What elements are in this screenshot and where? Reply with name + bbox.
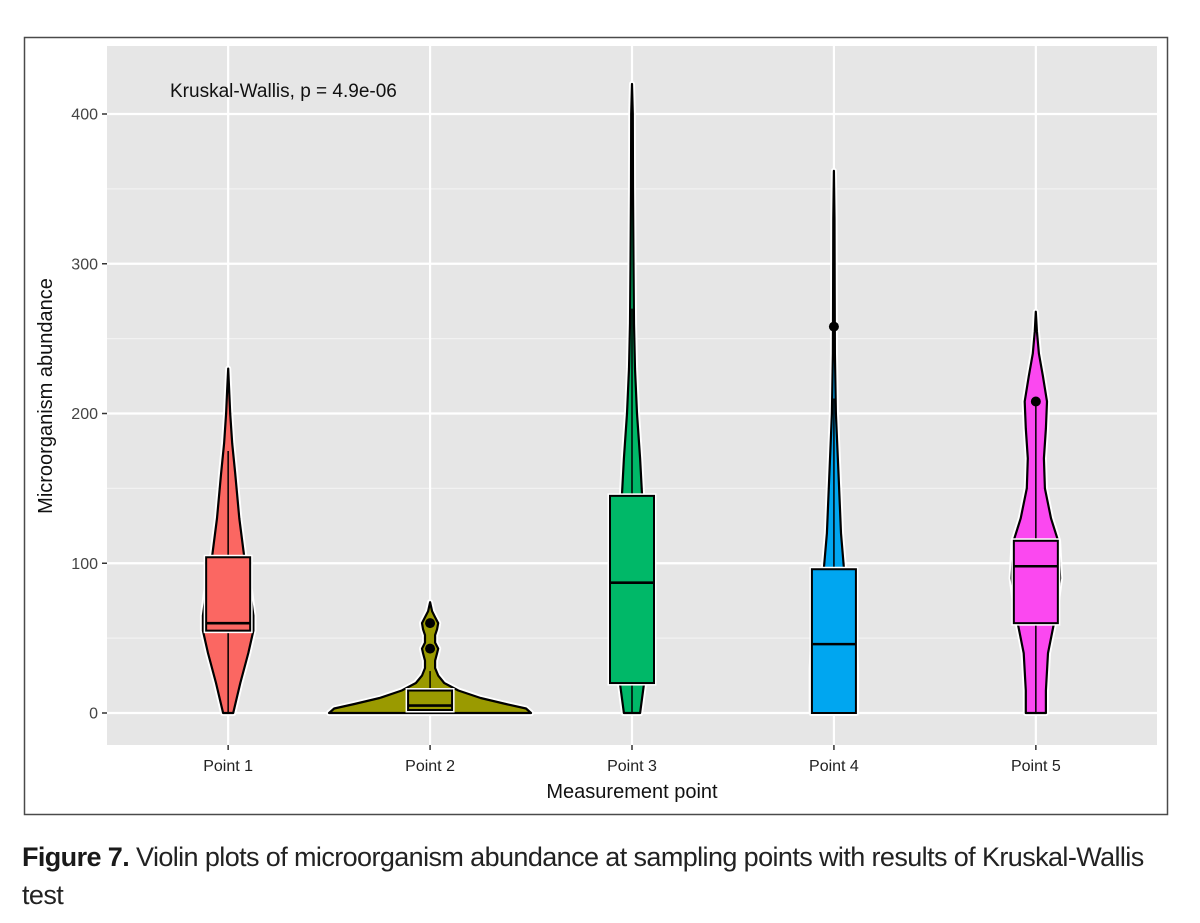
box-iqr <box>1012 539 1059 625</box>
violin-body <box>328 601 533 715</box>
x-tick-label: Point 2 <box>405 758 455 775</box>
outlier-point <box>425 643 436 654</box>
box-halo <box>809 566 859 716</box>
figure-caption-text: Violin plots of microorganism abundance … <box>22 842 1144 910</box>
figure-caption: Figure 7. Violin plots of microorganism … <box>22 838 1182 914</box>
y-axis-title: Microorganism abundance <box>35 278 57 514</box>
x-axis-title: Measurement point <box>546 781 718 803</box>
box-iqr <box>205 556 252 632</box>
violin-group <box>199 365 257 716</box>
x-tick-label: Point 5 <box>1011 758 1061 775</box>
box-halo <box>405 688 455 713</box>
x-axis: Point 1 Point 2 Point 3 Point 4 Point 5 <box>203 745 1061 775</box>
violin-group <box>607 81 657 716</box>
box-iqr <box>810 568 857 714</box>
violins <box>199 81 1064 716</box>
annotation-kruskal-wallis: Kruskal-Wallis, p = 4.9e-06 <box>170 81 397 102</box>
y-tick-label: 0 <box>89 706 98 723</box>
box-iqr <box>609 494 655 685</box>
x-tick-label: Point 3 <box>607 758 657 775</box>
y-tick-label: 400 <box>71 107 98 124</box>
outlier-point <box>828 321 839 332</box>
violin-group <box>326 599 534 716</box>
box-halo <box>1011 538 1061 626</box>
y-axis: 0 100 200 300 400 <box>71 107 107 723</box>
violin-group <box>1008 308 1064 716</box>
x-tick-label: Point 1 <box>203 758 253 775</box>
figure-caption-label: Figure 7. <box>22 842 130 872</box>
x-tick-label: Point 4 <box>809 758 859 775</box>
violin-group <box>808 167 860 716</box>
box-halo <box>607 493 657 686</box>
y-tick-label: 200 <box>71 406 98 423</box>
box-halo <box>203 554 253 634</box>
outlier-point <box>425 618 436 629</box>
y-tick-label: 100 <box>71 556 98 573</box>
outlier-point <box>1030 396 1041 407</box>
y-tick-label: 300 <box>71 256 98 273</box>
box-iqr <box>407 689 454 712</box>
